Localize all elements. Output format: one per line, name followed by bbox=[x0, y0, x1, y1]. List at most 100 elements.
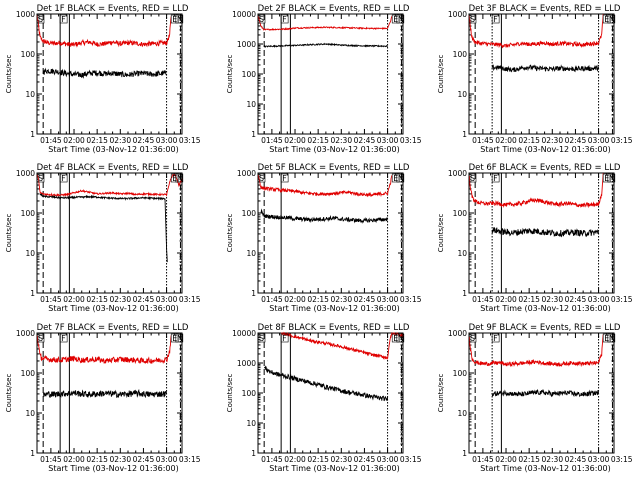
y-tick-label: 1 bbox=[251, 130, 256, 139]
y-tick-label: 10 bbox=[246, 249, 256, 258]
y-tick-label: 100 bbox=[453, 369, 468, 378]
x-axis-label: Start Time (03-Nov-12 01:36:00) bbox=[480, 145, 610, 154]
x-tick-label: 02:00 bbox=[495, 455, 517, 464]
marker-s-box bbox=[36, 14, 45, 24]
marker-s: S bbox=[38, 15, 43, 24]
marker-f: F bbox=[282, 334, 287, 343]
marker-s: S bbox=[259, 334, 264, 343]
x-tick-label: 02:45 bbox=[354, 455, 376, 464]
marker-f-box bbox=[491, 14, 500, 24]
y-tick-label: 1000 bbox=[448, 329, 467, 338]
x-tick-label: 02:00 bbox=[495, 295, 517, 304]
x-tick-label: 02:00 bbox=[495, 136, 517, 145]
marker-n-box bbox=[607, 14, 616, 24]
x-tick-label: 01:45 bbox=[472, 455, 494, 464]
x-tick-label: 03:15 bbox=[179, 295, 201, 304]
plot-frame bbox=[468, 332, 615, 454]
x-tick-label: 01:45 bbox=[40, 136, 62, 145]
x-tick-label: 03:15 bbox=[179, 136, 201, 145]
x-axis-label: Start Time (03-Nov-12 01:36:00) bbox=[48, 145, 178, 154]
x-tick-label: 01:45 bbox=[261, 136, 283, 145]
marker-f: F bbox=[61, 334, 66, 343]
x-tick-label: 02:30 bbox=[541, 295, 563, 304]
marker-n: N bbox=[398, 174, 404, 183]
marker-e-box bbox=[602, 14, 611, 24]
y-tick-label: 10 bbox=[246, 100, 256, 109]
x-axis-label: Start Time (03-Nov-12 01:36:00) bbox=[480, 464, 610, 473]
detector-panel: Det 6F BLACK = Events, RED = LLD 1 10 100 10… bbox=[437, 163, 633, 313]
marker-n: N bbox=[177, 174, 183, 183]
x-tick-label: 02:15 bbox=[86, 136, 108, 145]
x-tick-label: 02:30 bbox=[109, 295, 131, 304]
x-axis-label: Start Time (03-Nov-12 01:36:00) bbox=[48, 304, 178, 313]
y-tick-label: 100 bbox=[21, 209, 36, 218]
panel-title: Det 3F BLACK = Events, RED = LLD bbox=[469, 4, 621, 14]
x-tick-label: 02:30 bbox=[541, 136, 563, 145]
y-tick-label: 10 bbox=[457, 409, 467, 418]
marker-s: S bbox=[259, 15, 264, 24]
y-axis-label: Counts/sec bbox=[5, 374, 13, 413]
marker-s-box bbox=[468, 333, 477, 343]
panel-title: Det 7F BLACK = Events, RED = LLD bbox=[37, 323, 189, 333]
x-tick-label: 01:45 bbox=[40, 455, 62, 464]
x-tick-label: 03:15 bbox=[611, 295, 633, 304]
marker-n-box bbox=[396, 173, 405, 183]
y-tick-label: 100 bbox=[21, 50, 36, 59]
marker-f: F bbox=[282, 174, 287, 183]
panel-title: Det 2F BLACK = Events, RED = LLD bbox=[258, 4, 410, 14]
x-tick-label: 02:30 bbox=[330, 295, 352, 304]
x-tick-label: 01:45 bbox=[40, 295, 62, 304]
y-tick-label: 1 bbox=[462, 130, 467, 139]
events-rate-line bbox=[39, 193, 168, 263]
marker-n-box bbox=[175, 173, 184, 183]
marker-e: E bbox=[393, 174, 398, 183]
plot-frame bbox=[468, 13, 615, 135]
marker-s-box bbox=[36, 333, 45, 343]
detector-panel: Det 8F BLACK = Events, RED = LLD 1 10 100 10… bbox=[226, 323, 422, 473]
x-tick-label: 02:30 bbox=[330, 136, 352, 145]
marker-e: E bbox=[393, 15, 398, 24]
marker-s-box bbox=[257, 333, 266, 343]
panel-title: Det 4F BLACK = Events, RED = LLD bbox=[37, 163, 189, 173]
x-axis-label: Start Time (03-Nov-12 01:36:00) bbox=[480, 304, 610, 313]
x-tick-label: 02:30 bbox=[109, 455, 131, 464]
events-rate-line bbox=[491, 227, 600, 238]
detector-panel: Det 1F BLACK = Events, RED = LLD 1 10 100 10… bbox=[5, 4, 201, 154]
x-tick-label: 02:00 bbox=[63, 136, 85, 145]
marker-n-box bbox=[175, 333, 184, 343]
marker-s: S bbox=[38, 334, 43, 343]
marker-n: N bbox=[609, 334, 615, 343]
x-tick-label: 03:15 bbox=[611, 136, 633, 145]
x-tick-label: 02:15 bbox=[86, 295, 108, 304]
marker-s-box bbox=[257, 173, 266, 183]
marker-f-box bbox=[59, 173, 68, 183]
x-tick-label: 02:15 bbox=[307, 455, 329, 464]
events-rate-line bbox=[263, 42, 388, 48]
x-axis-label: Start Time (03-Nov-12 01:36:00) bbox=[269, 464, 399, 473]
x-tick-label: 02:45 bbox=[133, 455, 155, 464]
y-tick-label: 1 bbox=[462, 449, 467, 458]
marker-n-box bbox=[607, 333, 616, 343]
marker-n-box bbox=[396, 14, 405, 24]
marker-n: N bbox=[398, 334, 404, 343]
marker-s: S bbox=[38, 174, 43, 183]
marker-e: E bbox=[604, 174, 609, 183]
plot-frame bbox=[36, 172, 183, 294]
lld-rate-line bbox=[468, 173, 604, 209]
y-axis-label: Counts/sec bbox=[5, 55, 13, 94]
marker-s: S bbox=[470, 15, 475, 24]
y-tick-label: 10000 bbox=[232, 329, 256, 338]
marker-e-box bbox=[170, 333, 179, 343]
x-tick-label: 03:15 bbox=[611, 455, 633, 464]
events-rate-line bbox=[260, 208, 388, 224]
detector-panel: Det 7F BLACK = Events, RED = LLD 1 10 100 10… bbox=[5, 323, 201, 473]
marker-f-box bbox=[59, 333, 68, 343]
x-tick-label: 03:00 bbox=[156, 136, 178, 145]
detector-panel: Det 4F BLACK = Events, RED = LLD 1 10 100 10… bbox=[5, 163, 201, 313]
x-tick-label: 02:00 bbox=[284, 136, 306, 145]
marker-f-box bbox=[491, 333, 500, 343]
x-tick-label: 01:45 bbox=[472, 136, 494, 145]
panel-title: Det 5F BLACK = Events, RED = LLD bbox=[258, 163, 410, 173]
x-tick-label: 02:15 bbox=[307, 295, 329, 304]
